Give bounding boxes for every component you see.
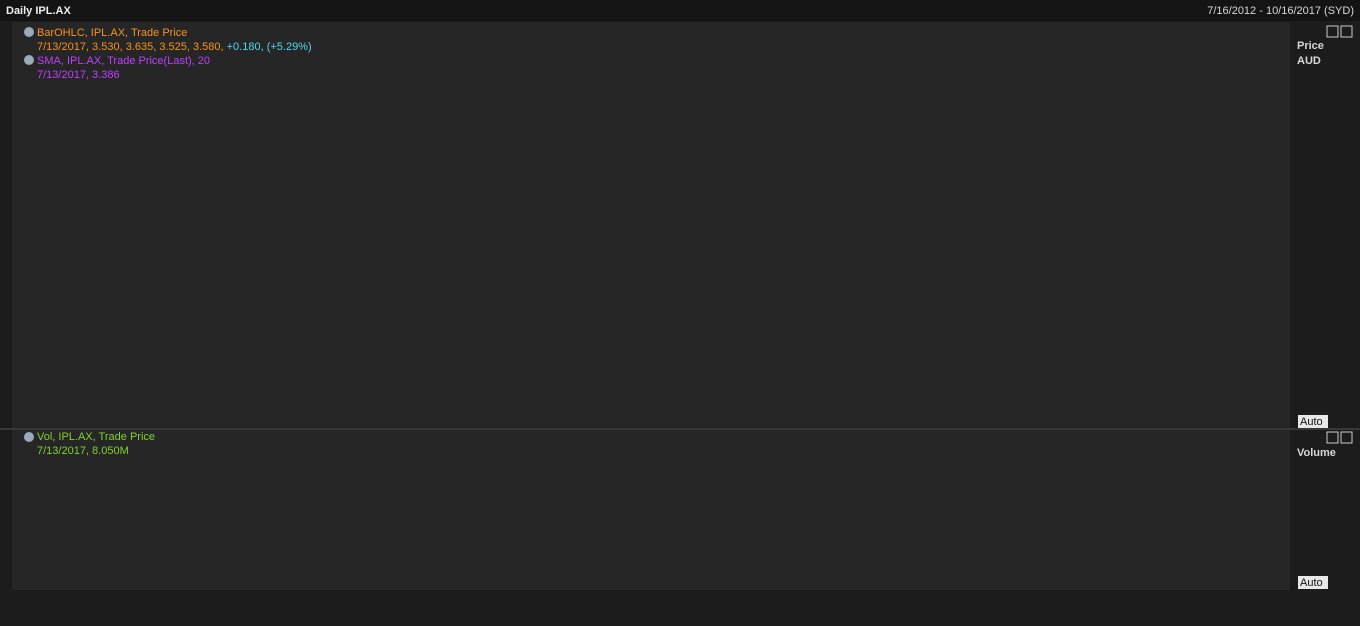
- auto-button-label[interactable]: Auto: [1300, 416, 1323, 428]
- title: Daily IPL.AX: [6, 5, 71, 17]
- price-panel: [12, 22, 1290, 428]
- close-button[interactable]: [1340, 25, 1353, 38]
- auto-button-label[interactable]: Auto: [1300, 577, 1323, 589]
- legend-icon[interactable]: [24, 55, 34, 65]
- volume-panel: [12, 430, 1290, 590]
- date-range: 7/16/2012 - 10/16/2017 (SYD): [1207, 5, 1354, 17]
- auto-button[interactable]: [1298, 576, 1328, 589]
- auto-button[interactable]: [1298, 415, 1328, 428]
- maximize-button[interactable]: [1326, 25, 1339, 38]
- maximize-button[interactable]: [1326, 431, 1339, 444]
- legend-change: +0.180, (+5.29%): [227, 41, 312, 53]
- y-axis-title: Price: [1297, 40, 1324, 52]
- legend-values-text: 7/13/2017, 3.530, 3.635, 3.525, 3.580,: [37, 41, 224, 53]
- legend-icon[interactable]: [24, 27, 34, 37]
- legend-icon[interactable]: [24, 432, 34, 442]
- y-axis-unit: AUD: [1297, 55, 1321, 67]
- legend-entry: BarOHLC, IPL.AX, Trade Price: [37, 27, 187, 39]
- legend-entry: SMA, IPL.AX, Trade Price(Last), 20: [37, 55, 210, 67]
- legend-values: 7/13/2017, 8.050M: [37, 445, 129, 457]
- header-bar: [0, 0, 1360, 21]
- close-button[interactable]: [1340, 431, 1353, 444]
- legend-values: 7/13/2017, 3.530, 3.635, 3.525, 3.580, +…: [37, 41, 312, 53]
- legend-values: 7/13/2017, 3.386: [37, 69, 120, 81]
- y-axis-title: Volume: [1297, 447, 1336, 459]
- legend-entry: Vol, IPL.AX, Trade Price: [37, 431, 155, 443]
